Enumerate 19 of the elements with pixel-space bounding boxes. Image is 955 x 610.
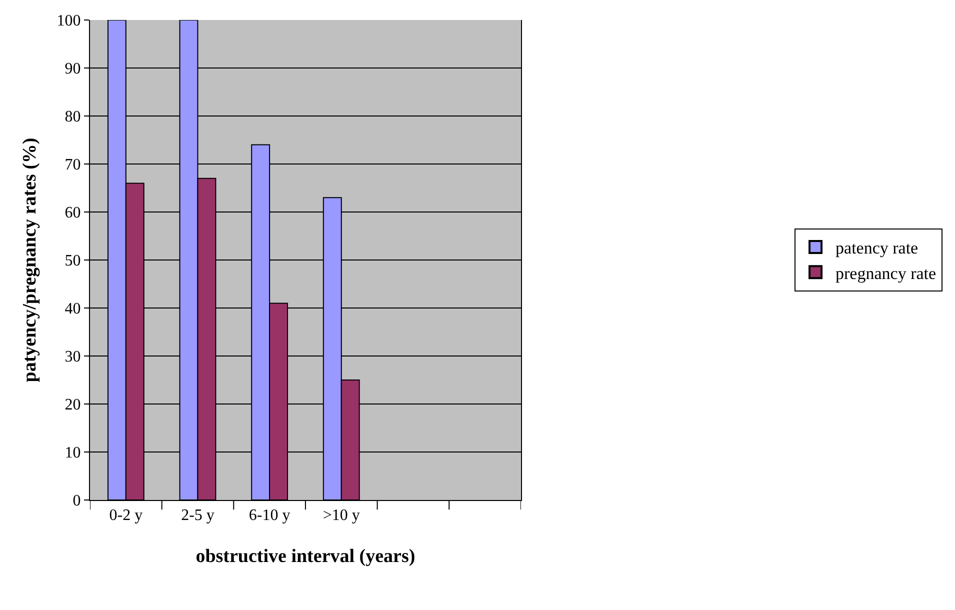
y-tick-label: 60 xyxy=(64,204,81,222)
y-axis-title: patyency/pregnancy rates (%) xyxy=(20,138,41,382)
y-tick-label: 20 xyxy=(64,396,81,414)
y-tick-label: 50 xyxy=(64,252,81,270)
y-tick-label: 40 xyxy=(64,300,81,318)
x-axis-title: obstructive interval (years) xyxy=(196,546,416,567)
x-tick-label: 0-2 y xyxy=(109,507,143,524)
y-tick-label: 90 xyxy=(64,60,81,78)
x-tick-label: 6-10 y xyxy=(248,507,290,524)
x-tick-label: 2-5 y xyxy=(181,507,214,524)
y-tick-label: 0 xyxy=(72,492,81,510)
legend-label: pregnancy rate xyxy=(836,264,936,283)
y-tick-label: 70 xyxy=(64,156,81,174)
y-tick-label: 80 xyxy=(64,108,81,126)
legend-label: patency rate xyxy=(836,238,918,258)
x-tick-label: >10 y xyxy=(322,507,360,524)
y-tick-label: 10 xyxy=(64,444,81,462)
y-tick-label: 30 xyxy=(64,348,81,366)
y-tick-label: 100 xyxy=(56,12,81,30)
